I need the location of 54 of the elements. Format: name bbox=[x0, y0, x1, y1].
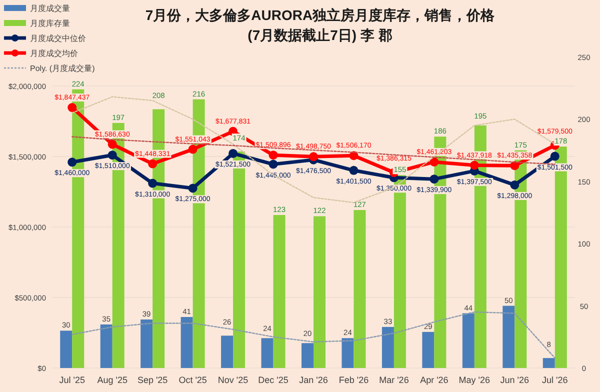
x-tick-label: Oct '25 bbox=[178, 375, 207, 385]
legend-label: Poly. (月度成交量) bbox=[30, 64, 96, 73]
point bbox=[268, 160, 278, 169]
bar bbox=[382, 326, 394, 368]
bar bbox=[342, 338, 354, 368]
point bbox=[68, 158, 77, 167]
point bbox=[550, 152, 560, 161]
bar bbox=[221, 336, 234, 368]
point bbox=[148, 178, 158, 188]
legend-label: 月度成交中位价 bbox=[30, 34, 86, 43]
x-tick-label: Sep '25 bbox=[137, 375, 168, 385]
x-tick-label: Feb '26 bbox=[338, 375, 369, 385]
x-tick-label: Apr '26 bbox=[420, 375, 448, 385]
bar bbox=[462, 313, 474, 368]
x-tick-label: Jul '26 bbox=[542, 375, 568, 385]
point bbox=[108, 150, 117, 160]
bar bbox=[354, 210, 366, 368]
bar bbox=[140, 319, 153, 368]
bar bbox=[180, 316, 193, 368]
point bbox=[430, 157, 439, 166]
x-tick-label: May '26 bbox=[458, 375, 490, 385]
point bbox=[309, 152, 318, 162]
bar bbox=[261, 338, 274, 368]
x-tick-label: Dec '25 bbox=[258, 375, 288, 385]
bar bbox=[502, 306, 515, 368]
legend-label: 月度成交量 bbox=[30, 4, 70, 13]
x-tick-label: Jun '26 bbox=[500, 375, 530, 385]
bar bbox=[273, 214, 286, 368]
x-tick-label: Aug '25 bbox=[97, 375, 128, 385]
bar bbox=[60, 330, 72, 368]
bar bbox=[314, 216, 326, 368]
point bbox=[430, 174, 439, 184]
point bbox=[148, 159, 158, 168]
x-tick-label: Nov '25 bbox=[218, 375, 248, 385]
x-tick-label: Jan '26 bbox=[299, 375, 328, 385]
chart-title: 7月份，大多倫多AURORA独立房月度库存，销售，价格 bbox=[145, 7, 496, 23]
point bbox=[349, 166, 358, 175]
bar bbox=[100, 324, 112, 368]
point bbox=[510, 180, 520, 190]
point bbox=[68, 103, 77, 112]
point bbox=[268, 150, 278, 160]
x-tick-label: Jul '25 bbox=[59, 375, 85, 385]
chart-subtitle: (7月数据截止7日) 李 郡 bbox=[248, 27, 392, 43]
point bbox=[108, 140, 117, 149]
point bbox=[470, 160, 479, 170]
bar bbox=[422, 332, 434, 368]
x-tick-label: Mar '26 bbox=[379, 375, 409, 385]
point bbox=[188, 144, 198, 154]
bar bbox=[302, 343, 314, 368]
legend-label: 月度成交均价 bbox=[30, 49, 78, 58]
legend-label: 月度库存量 bbox=[30, 19, 70, 28]
bar bbox=[542, 358, 555, 368]
point bbox=[188, 184, 198, 193]
point bbox=[228, 148, 238, 158]
